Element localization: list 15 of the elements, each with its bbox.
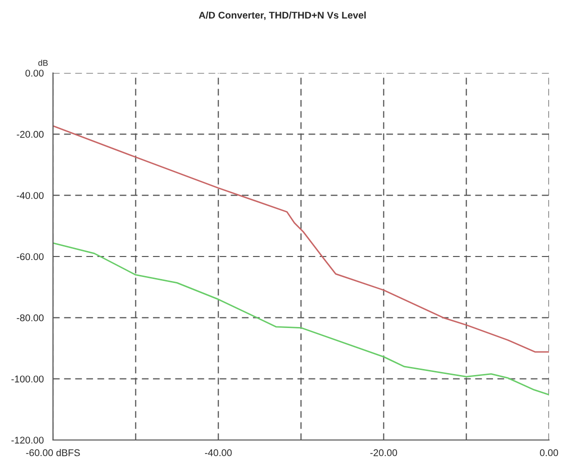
y-tick-label: -40.00 <box>16 192 44 199</box>
y-axis-title: dB <box>38 60 48 66</box>
line-series <box>53 242 549 396</box>
chart-title: A/D Converter, THD/THD+N Vs Level <box>198 11 366 20</box>
x-tick-label: -60.00 dBFS <box>26 449 80 456</box>
y-tick-label: -120.00 <box>11 436 44 444</box>
y-tick-label: -20.00 <box>16 130 44 138</box>
y-tick-label: -100.00 <box>11 376 44 382</box>
y-tick-label: -80.00 <box>16 314 44 322</box>
line-series <box>53 125 549 353</box>
y-tick-label: 0.00 <box>25 70 44 77</box>
x-tick-label: 0.00 <box>540 449 558 456</box>
x-tick-label: -20.00 <box>370 449 398 456</box>
y-tick-label: -60.00 <box>16 253 44 260</box>
x-tick-label: -40.00 <box>204 449 232 456</box>
